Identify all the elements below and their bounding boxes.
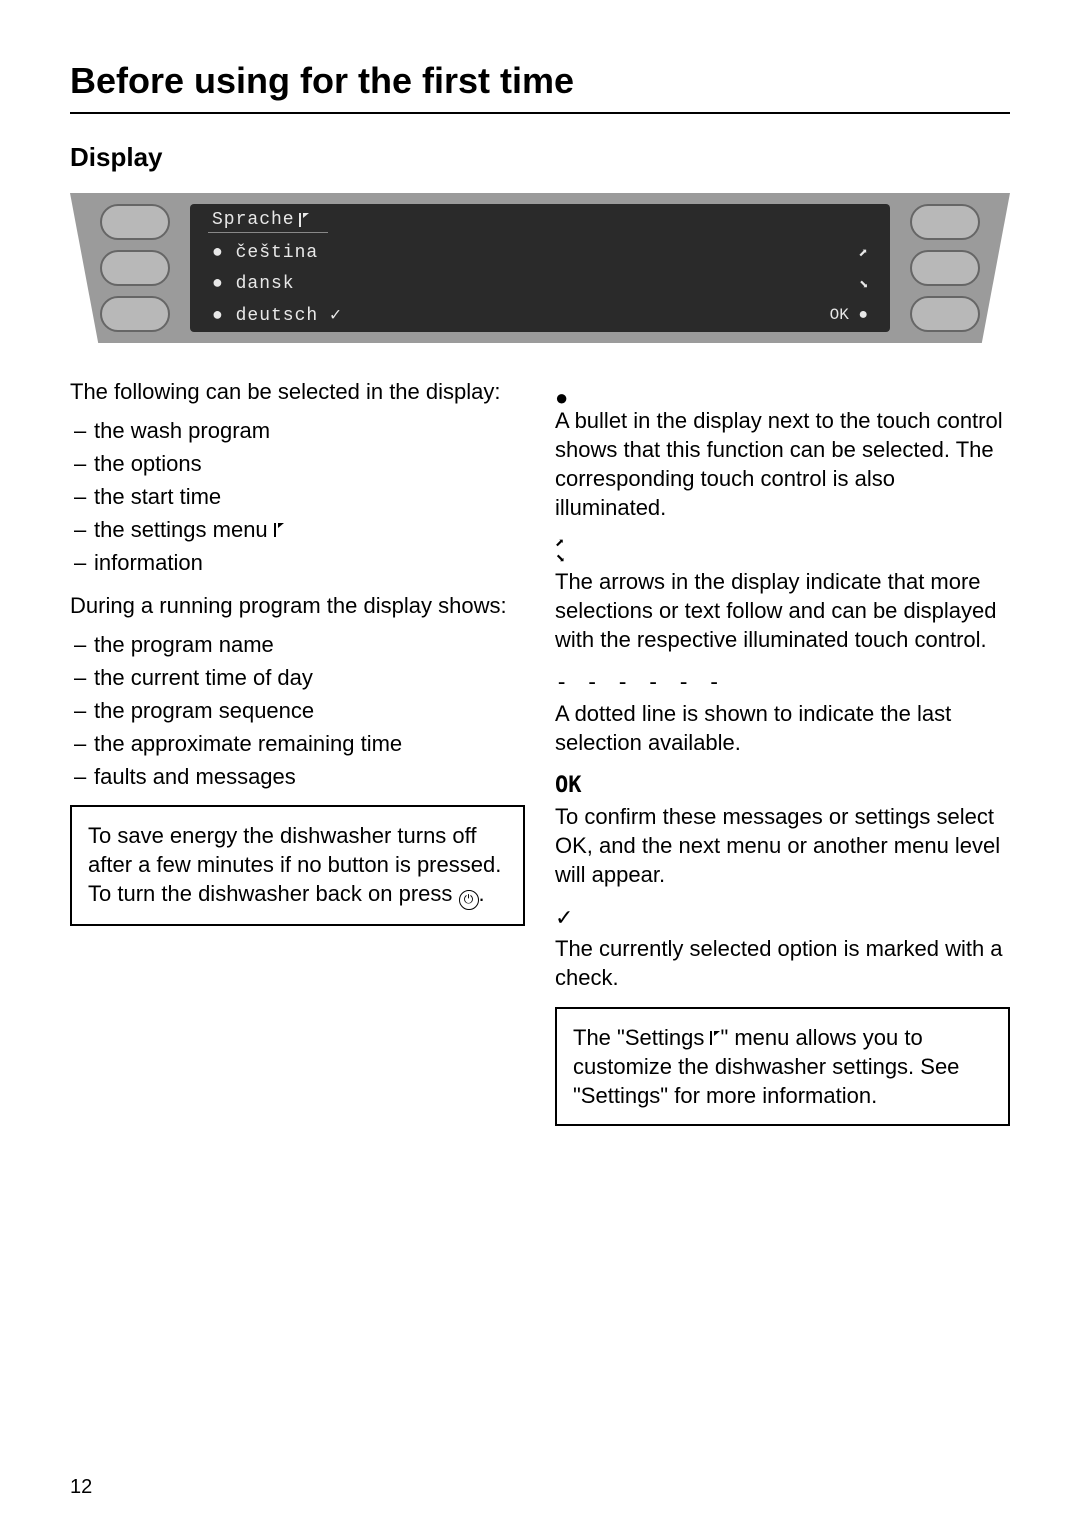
screen-row-right: ⬊	[858, 274, 868, 294]
panel-button[interactable]	[910, 204, 980, 240]
screen-row-left: ● čeština	[212, 243, 318, 263]
screen-title-text: Sprache	[212, 210, 295, 230]
list-item-text: the settings menu	[94, 517, 274, 542]
body-text: A dotted line is shown to indicate the l…	[555, 699, 1010, 757]
panel-button[interactable]	[910, 250, 980, 286]
screen-row-left: ● dansk	[212, 274, 295, 294]
arrow-down-icon: ⬊	[555, 551, 1010, 565]
list-item: the settings menu	[70, 515, 525, 544]
body-text: To confirm these messages or settings se…	[555, 802, 1010, 889]
screen-row-right: OK ●	[830, 306, 868, 324]
list-item: the start time	[70, 482, 525, 511]
running-list: the program name the current time of day…	[70, 630, 525, 791]
body-text: The arrows in the display indicate that …	[555, 567, 1010, 654]
screen-row-left: ● deutsch ✓	[212, 304, 342, 326]
settings-note-box: The "Settings " menu allows you to custo…	[555, 1007, 1010, 1126]
left-column: The following can be selected in the dis…	[70, 377, 525, 1126]
panel-button[interactable]	[910, 296, 980, 332]
page-title: Before using for the first time	[70, 60, 1010, 114]
body-text: A bullet in the display next to the touc…	[555, 406, 1010, 522]
arrows-symbol: ⬈ ⬊	[555, 536, 1010, 565]
list-item: the program name	[70, 630, 525, 659]
list-item: the program sequence	[70, 696, 525, 725]
list-item: the options	[70, 449, 525, 478]
panel-button[interactable]	[100, 296, 170, 332]
panel-left-buttons	[100, 204, 170, 332]
select-list: the wash program the options the start t…	[70, 416, 525, 577]
power-icon: ⏻	[459, 890, 479, 910]
screen-row: ● dansk ⬊	[208, 274, 872, 294]
right-column: ● A bullet in the display next to the to…	[555, 377, 1010, 1126]
panel-button[interactable]	[100, 204, 170, 240]
list-item: information	[70, 548, 525, 577]
energy-note-box: To save energy the dishwasher turns off …	[70, 805, 525, 926]
section-title: Display	[70, 142, 1010, 173]
list-item: the wash program	[70, 416, 525, 445]
box-text: To save energy the dishwasher turns off …	[88, 823, 501, 906]
display-panel: Sprache ● čeština ⬈ ● dansk ⬊ ● deutsch …	[70, 193, 1010, 343]
page-number: 12	[70, 1476, 92, 1499]
arrow-up-icon: ⬈	[555, 536, 1010, 550]
check-symbol: ✓	[555, 903, 1010, 932]
list-item: the approximate remaining time	[70, 729, 525, 758]
body-text: The following can be selected in the dis…	[70, 377, 525, 406]
bullet-symbol: ●	[555, 391, 1010, 404]
list-item: the current time of day	[70, 663, 525, 692]
flag-icon	[299, 213, 309, 227]
dotted-line-symbol: - - - - - -	[555, 668, 1010, 697]
flag-icon	[274, 523, 284, 537]
body-text: During a running program the display sho…	[70, 591, 525, 620]
panel-right-buttons	[910, 204, 980, 332]
screen-row: ● deutsch ✓ OK ●	[208, 304, 872, 326]
ok-symbol: OK	[555, 771, 1010, 800]
list-item: faults and messages	[70, 762, 525, 791]
panel-button[interactable]	[100, 250, 170, 286]
screen-row: ● čeština ⬈	[208, 243, 872, 263]
flag-icon	[710, 1031, 720, 1045]
panel-screen: Sprache ● čeština ⬈ ● dansk ⬊ ● deutsch …	[190, 204, 890, 332]
screen-title: Sprache	[208, 210, 328, 233]
body-text: The currently selected option is marked …	[555, 934, 1010, 992]
screen-row-right: ⬈	[858, 243, 868, 263]
box-text: The "Settings	[573, 1025, 710, 1050]
box-text: .	[479, 881, 485, 906]
